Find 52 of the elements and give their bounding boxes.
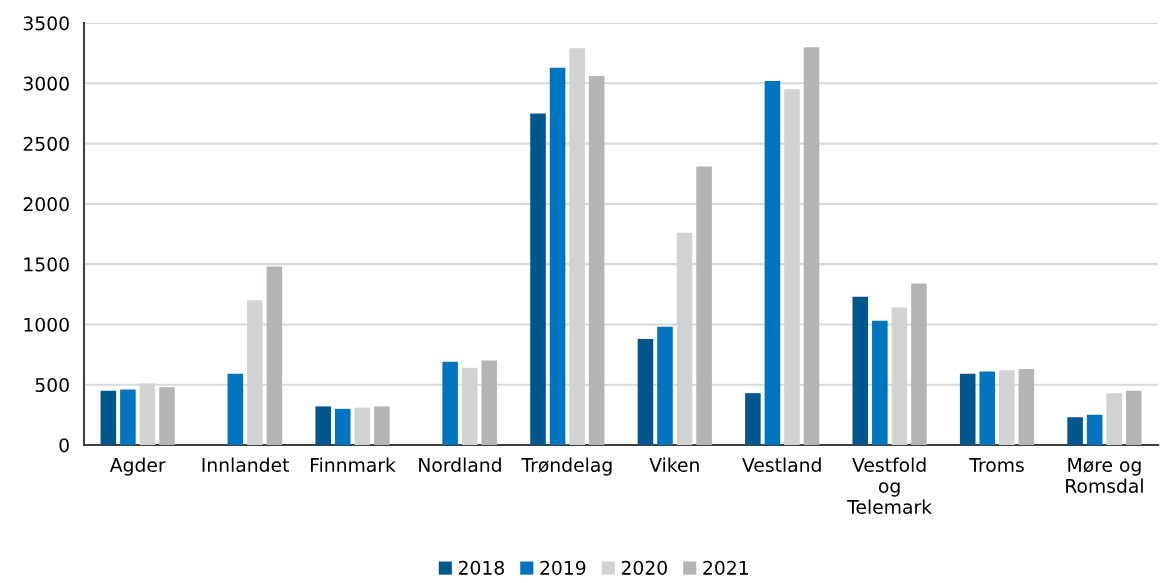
bar bbox=[657, 326, 673, 445]
x-tick-label: Nordland bbox=[419, 457, 501, 473]
y-tick-label: 3000 bbox=[23, 76, 69, 91]
y-tick-label: 0 bbox=[59, 438, 69, 453]
legend-label: 2018 bbox=[458, 560, 504, 575]
x-tick-label: Viken bbox=[649, 457, 699, 473]
bar bbox=[227, 373, 244, 445]
bar bbox=[588, 76, 605, 445]
bar bbox=[159, 387, 175, 445]
bar bbox=[1067, 417, 1083, 445]
x-tick-label: Agder bbox=[109, 457, 166, 476]
x-tick-label: Vestland bbox=[742, 457, 821, 473]
bar bbox=[120, 389, 136, 445]
bar bbox=[315, 406, 331, 445]
y-tick-label: 2000 bbox=[23, 197, 69, 212]
bar bbox=[959, 373, 976, 445]
bar bbox=[374, 406, 390, 445]
bar bbox=[764, 80, 781, 445]
y-tick-label: 500 bbox=[35, 377, 69, 393]
x-tick-label: Vestfold og Telemark bbox=[847, 457, 932, 515]
bar bbox=[354, 407, 371, 445]
x-tick-label: Trøndelag bbox=[521, 457, 612, 476]
bar bbox=[637, 338, 654, 445]
legend-label: 2020 bbox=[621, 560, 667, 575]
bar bbox=[334, 408, 351, 445]
bar bbox=[442, 361, 458, 445]
y-tick-label: 2500 bbox=[23, 136, 69, 151]
x-tick-label: Finnmark bbox=[311, 457, 396, 473]
x-tick-label: Innlandet bbox=[202, 457, 289, 473]
bar bbox=[549, 67, 566, 445]
bar bbox=[1018, 369, 1035, 445]
y-tick-label: 1500 bbox=[24, 257, 69, 272]
y-tick-label: 1000 bbox=[24, 317, 69, 332]
bar bbox=[100, 390, 117, 445]
bar bbox=[1106, 393, 1122, 445]
bar bbox=[266, 266, 283, 445]
bar bbox=[481, 360, 498, 445]
bar bbox=[696, 166, 712, 445]
legend-label: 2021 bbox=[703, 560, 748, 575]
bar bbox=[803, 47, 820, 445]
bar bbox=[1086, 414, 1103, 445]
bar bbox=[872, 320, 888, 445]
y-tick-label: 3500 bbox=[23, 16, 69, 31]
bar bbox=[979, 371, 996, 445]
bar bbox=[1125, 390, 1142, 445]
bar bbox=[745, 393, 761, 445]
bar bbox=[530, 113, 546, 445]
x-tick-label: Troms bbox=[969, 458, 1024, 473]
legend-label: 2019 bbox=[540, 560, 586, 575]
bar bbox=[852, 296, 869, 445]
bar bbox=[911, 283, 927, 445]
x-tick-label: Møre og Romsdal bbox=[1066, 458, 1143, 494]
